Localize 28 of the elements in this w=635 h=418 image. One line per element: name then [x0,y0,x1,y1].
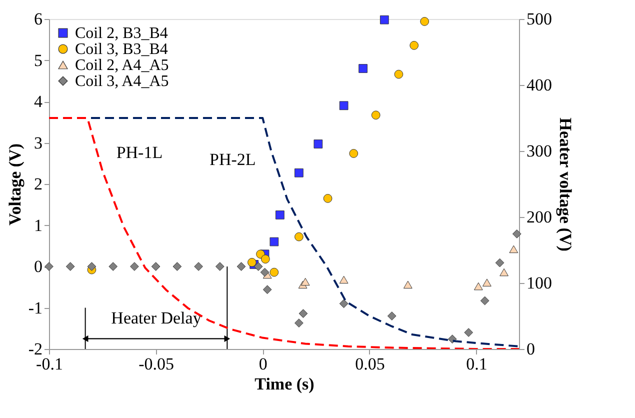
legend-label: Coil 3, A4_A5 [75,73,169,90]
y2-tick-label: 100 [526,274,552,292]
x-tick-label: 0 [258,354,268,374]
y-tick-label: 4 [34,92,43,111]
y-axis-title: Voltage (V) [5,144,24,226]
y2-tick-label: 200 [526,208,552,226]
series-label: PH-1L [116,143,163,162]
y-tick-label: 3 [34,133,42,152]
y-tick-label: 0 [34,257,42,276]
y-tick-label: 1 [34,216,42,235]
y2-tick-label: 500 [526,10,552,28]
x-tick-label: 0.05 [355,354,385,374]
y2-tick-label: 0 [526,340,535,358]
annotation: Heater Delay [111,308,202,328]
legend-label: Coil 2, B3_B4 [75,25,168,42]
y2-axis-title: Heater voltage (V) [556,118,575,252]
series-label: PH-2L [209,150,256,169]
y-tick-label: -1 [28,298,42,318]
y2-tick-label: 300 [526,142,552,160]
x-axis-title: Time (s) [254,374,314,394]
x-tick-label: -0.05 [138,354,174,374]
y-tick-label: 5 [34,50,42,70]
x-tick-label: 0.1 [466,354,488,374]
y-tick-label: 6 [34,10,42,28]
y-tick-label: 2 [34,174,42,194]
y2-tick-label: 400 [526,76,552,94]
legend-label: Coil 3, B3_B4 [75,41,168,58]
legend-label: Coil 2, A4_A5 [75,57,169,74]
